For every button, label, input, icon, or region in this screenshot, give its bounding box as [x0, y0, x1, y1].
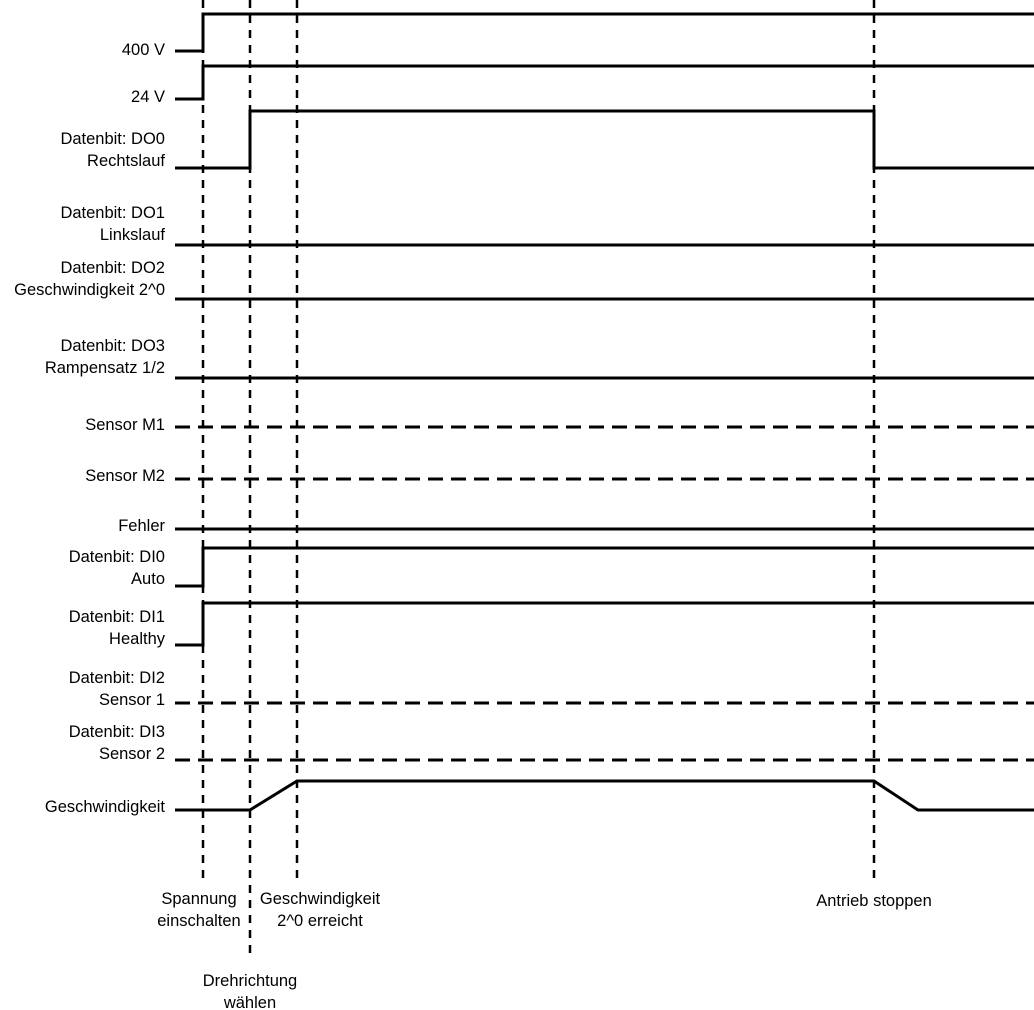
signal-line-do0-rechtslauf: [175, 109, 1034, 170]
signal-di2-sensor-1: Datenbit: DI2 Sensor 1: [69, 669, 1034, 709]
event-label-line: Antrieb stoppen: [816, 892, 932, 910]
signal-label-line: Datenbit: DI3: [69, 723, 165, 741]
signal-di3-sensor-2: Datenbit: DI3 Sensor 2: [69, 723, 1034, 763]
event-label-drehrichtung-waehlen: Drehrichtung wählen: [203, 972, 297, 1010]
signal-label-24v: 24 V: [131, 88, 165, 106]
signal-24v: 24 V: [131, 64, 1034, 106]
signal-do2-geschwindigkeit-2-0: Datenbit: DO2 Geschwindigkeit 2^0: [14, 259, 1034, 301]
signal-label-line: Geschwindigkeit: [45, 798, 166, 816]
signal-label-di1-healthy: Datenbit: DI1 Healthy: [69, 608, 166, 648]
event-label-line: Spannung: [161, 890, 236, 908]
signal-line-400v: [175, 12, 1034, 53]
signal-400v: 400 V: [122, 12, 1034, 59]
signal-line-24v: [175, 64, 1034, 101]
signal-label-line: Rampensatz 1/2: [45, 359, 165, 377]
signal-label-line: Sensor 2: [99, 745, 165, 763]
signal-label-line: Healthy: [109, 630, 166, 648]
signal-line-geschwindigkeit: [175, 779, 1034, 812]
signal-label-do0-rechtslauf: Datenbit: DO0 Rechtslauf: [60, 130, 165, 170]
signal-label-line: Geschwindigkeit 2^0: [14, 281, 165, 299]
signal-label-di3-sensor-2: Datenbit: DI3 Sensor 2: [69, 723, 165, 763]
signal-sensor-m1: Sensor M1: [85, 416, 1034, 434]
event-label-spannung-einschalten: Spannung einschalten: [157, 890, 240, 930]
event-drehrichtung-waehlen: Drehrichtung wählen: [203, 0, 297, 1010]
signal-label-line: Datenbit: DI2: [69, 669, 165, 687]
signal-do3-rampensatz-1-2: Datenbit: DO3 Rampensatz 1/2: [45, 337, 1034, 380]
signal-label-line: Datenbit: DI1: [69, 608, 165, 626]
signal-label-line: Fehler: [118, 517, 165, 535]
event-label-line: 2^0 erreicht: [277, 912, 363, 930]
event-spannung-einschalten: Spannung einschalten: [157, 0, 241, 930]
signal-label-di2-sensor-1: Datenbit: DI2 Sensor 1: [69, 669, 165, 709]
signal-label-line: Datenbit: DO2: [60, 259, 165, 277]
signal-label-line: Datenbit: DO0: [60, 130, 165, 148]
event-label-line: einschalten: [157, 912, 240, 930]
event-label-antrieb-stoppen: Antrieb stoppen: [816, 892, 932, 910]
signal-label-line: Auto: [131, 570, 165, 588]
event-label-line: Geschwindigkeit: [260, 890, 381, 908]
signal-label-geschwindigkeit: Geschwindigkeit: [45, 798, 166, 816]
signal-label-line: Sensor M2: [85, 467, 165, 485]
signal-label-di0-auto: Datenbit: DI0 Auto: [69, 548, 165, 588]
event-label-geschwindigkeit-2-0-erreicht: Geschwindigkeit 2^0 erreicht: [260, 890, 381, 930]
signal-label-sensor-m2: Sensor M2: [85, 467, 165, 485]
signal-line-di0-auto: [175, 546, 1034, 588]
signal-fehler: Fehler: [118, 517, 1034, 535]
signal-di1-healthy: Datenbit: DI1 Healthy: [69, 601, 1034, 648]
signal-label-do3-rampensatz-1-2: Datenbit: DO3 Rampensatz 1/2: [45, 337, 165, 377]
signal-sensor-m2: Sensor M2: [85, 467, 1034, 485]
signal-do1-linkslauf: Datenbit: DO1 Linkslauf: [60, 204, 1034, 247]
signal-geschwindigkeit: Geschwindigkeit: [45, 779, 1034, 816]
event-geschwindigkeit-2-0-erreicht: Geschwindigkeit 2^0 erreicht: [260, 0, 381, 930]
signal-label-sensor-m1: Sensor M1: [85, 416, 165, 434]
signal-label-do2-geschwindigkeit-2-0: Datenbit: DO2 Geschwindigkeit 2^0: [14, 259, 165, 299]
signal-label-400v: 400 V: [122, 41, 165, 59]
signal-label-line: Linkslauf: [100, 226, 166, 244]
event-label-line: wählen: [223, 994, 276, 1010]
signal-label-line: 400 V: [122, 41, 165, 59]
signal-line-di1-healthy: [175, 601, 1034, 647]
signal-label-line: Rechtslauf: [87, 152, 165, 170]
event-label-line: Drehrichtung: [203, 972, 297, 990]
signal-di0-auto: Datenbit: DI0 Auto: [69, 546, 1034, 588]
signal-label-fehler: Fehler: [118, 517, 165, 535]
event-antrieb-stoppen: Antrieb stoppen: [816, 0, 932, 910]
signal-label-line: 24 V: [131, 88, 165, 106]
signal-label-do1-linkslauf: Datenbit: DO1 Linkslauf: [60, 204, 165, 244]
signal-do0-rechtslauf: Datenbit: DO0 Rechtslauf: [60, 109, 1034, 170]
signal-label-line: Datenbit: DO1: [60, 204, 165, 222]
signal-label-line: Sensor M1: [85, 416, 165, 434]
signal-label-line: Datenbit: DO3: [60, 337, 165, 355]
signal-label-line: Datenbit: DI0: [69, 548, 165, 566]
signal-label-line: Sensor 1: [99, 691, 165, 709]
